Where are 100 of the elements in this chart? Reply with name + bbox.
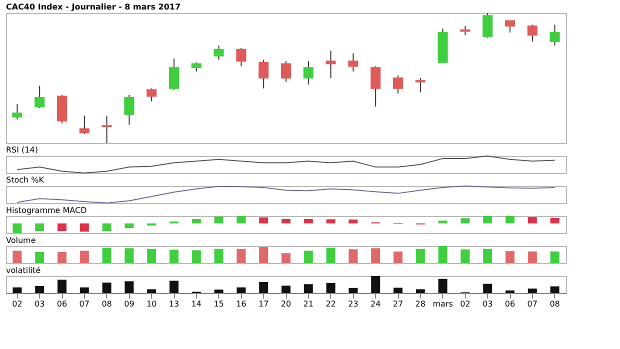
bar — [416, 248, 425, 263]
bar — [282, 218, 290, 224]
bar — [192, 250, 201, 263]
bar — [438, 246, 448, 263]
bar — [460, 218, 470, 224]
x-tick-label: 03 — [482, 300, 493, 308]
bar — [483, 216, 492, 224]
bar — [35, 223, 44, 232]
bar — [282, 286, 290, 293]
bar — [58, 223, 66, 232]
x-tick-label: 07 — [79, 300, 90, 308]
x-tick-label: 28 — [415, 300, 426, 308]
x-tick-label: 08 — [550, 300, 560, 308]
x-tick-label: 15 — [214, 300, 224, 308]
candlestick — [370, 66, 381, 108]
x-tick-label: 06 — [504, 300, 516, 308]
bar — [371, 248, 380, 263]
candlestick — [102, 115, 112, 144]
bar — [348, 288, 358, 293]
candlestick — [258, 59, 269, 89]
x-tick-label: 07 — [527, 300, 538, 308]
x-tick-label: 27 — [392, 300, 404, 308]
bar — [460, 249, 470, 263]
bar — [80, 287, 89, 293]
x-tick-label: 08 — [102, 300, 112, 308]
bar — [528, 288, 537, 293]
candlestick — [326, 50, 336, 78]
candlestick — [146, 88, 157, 102]
bar — [371, 276, 380, 293]
candlestick — [460, 26, 470, 36]
candlestick — [415, 78, 426, 93]
bar — [394, 288, 402, 293]
chart-title: Histogramme MACD — [6, 206, 87, 215]
bar — [550, 286, 560, 293]
bar — [214, 290, 224, 293]
chart-title: volatilité — [6, 266, 41, 275]
bar — [528, 251, 537, 263]
bar — [438, 220, 448, 224]
bar — [102, 223, 112, 232]
x-tick-label: 10 — [146, 300, 157, 308]
candlestick — [12, 104, 22, 120]
bar — [147, 289, 156, 293]
bar — [326, 219, 336, 224]
bar — [147, 223, 156, 226]
bar — [58, 252, 66, 263]
bar — [506, 251, 514, 263]
chart-title: CAC40 Index - Journalier - 8 mars 2017 — [6, 2, 181, 12]
bar — [147, 248, 156, 263]
bar — [304, 284, 313, 293]
chart-title: Stoch %K — [6, 176, 45, 184]
candlestick — [236, 48, 246, 67]
bar — [550, 251, 560, 263]
bar — [214, 248, 224, 263]
bar — [170, 250, 178, 263]
bar — [438, 278, 448, 293]
bar — [394, 252, 402, 263]
chart-title: Volume — [6, 236, 36, 245]
candlestick — [348, 52, 358, 72]
x-tick-label: 22 — [326, 300, 336, 308]
bar — [124, 223, 134, 228]
candlestick — [527, 24, 538, 42]
bar — [35, 286, 44, 293]
bar — [506, 216, 514, 224]
bar — [236, 248, 246, 263]
bar — [12, 287, 22, 293]
candlestick — [214, 45, 224, 60]
bar — [214, 216, 224, 224]
bar — [348, 249, 358, 263]
x-tick-label: 02 — [460, 300, 470, 308]
bar — [528, 217, 537, 224]
bar — [124, 281, 134, 293]
bar — [124, 248, 134, 263]
bar — [326, 248, 336, 263]
bar — [58, 280, 66, 293]
x-tick-label: 13 — [168, 300, 180, 308]
bar — [506, 290, 514, 293]
bar — [80, 223, 89, 232]
bar — [259, 282, 268, 293]
candlestick — [303, 60, 314, 85]
x-tick-label: 24 — [370, 300, 381, 308]
bar — [483, 284, 492, 293]
candlestick — [482, 12, 493, 38]
x-tick-label: mars — [432, 300, 453, 308]
x-tick-label: 16 — [236, 300, 246, 308]
bar — [416, 289, 425, 293]
candlestick — [34, 85, 45, 108]
x-tick-label: 09 — [124, 300, 134, 308]
candlestick — [79, 115, 90, 134]
x-tick-label: 06 — [56, 300, 68, 308]
candlestick — [191, 62, 202, 72]
x-tick-label: 17 — [258, 300, 269, 308]
bar — [192, 218, 201, 224]
x-tick-label: 20 — [280, 300, 292, 308]
chart-title: RSI (14) — [6, 146, 38, 154]
bar — [304, 218, 313, 224]
bar — [12, 250, 22, 263]
bar — [102, 282, 112, 293]
bar — [483, 248, 492, 263]
bar — [12, 223, 22, 233]
bar — [259, 247, 268, 263]
